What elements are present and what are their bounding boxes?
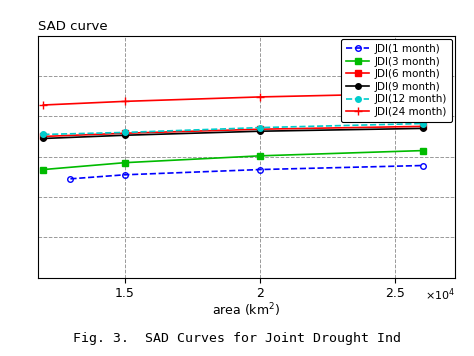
- JDI(24 month): [122, 99, 128, 104]
- JDI(9 month): [122, 133, 128, 137]
- Line: JDI(3 month): JDI(3 month): [41, 148, 425, 172]
- Line: JDI(12 month): JDI(12 month): [41, 121, 425, 137]
- JDI(3 month): [257, 154, 263, 158]
- JDI(1 month): [257, 167, 263, 172]
- Line: JDI(1 month): JDI(1 month): [68, 163, 425, 182]
- JDI(12 month): [419, 121, 425, 126]
- JDI(3 month): [122, 161, 128, 165]
- JDI(9 month): [419, 126, 425, 131]
- JDI(12 month): [257, 125, 263, 130]
- JDI(24 month): [257, 95, 263, 99]
- JDI(6 month): [419, 124, 425, 129]
- JDI(9 month): [40, 136, 46, 141]
- JDI(12 month): [122, 130, 128, 135]
- JDI(6 month): [40, 134, 46, 138]
- Line: JDI(9 month): JDI(9 month): [41, 126, 425, 141]
- JDI(1 month): [68, 177, 73, 181]
- JDI(24 month): [40, 103, 46, 107]
- Legend: JDI(1 month), JDI(3 month), JDI(6 month), JDI(9 month), JDI(12 month), JDI(24 mo: JDI(1 month), JDI(3 month), JDI(6 month)…: [341, 39, 452, 122]
- X-axis label: area (km$^2$): area (km$^2$): [212, 302, 281, 319]
- Line: JDI(24 month): JDI(24 month): [39, 89, 427, 109]
- JDI(12 month): [40, 132, 46, 137]
- JDI(3 month): [419, 148, 425, 153]
- Text: Fig. 3.  SAD Curves for Joint Drought Ind: Fig. 3. SAD Curves for Joint Drought Ind: [73, 332, 401, 345]
- JDI(6 month): [122, 131, 128, 135]
- JDI(24 month): [419, 91, 425, 95]
- JDI(9 month): [257, 129, 263, 134]
- JDI(1 month): [122, 173, 128, 177]
- Line: JDI(6 month): JDI(6 month): [41, 124, 425, 139]
- JDI(3 month): [40, 167, 46, 172]
- Text: SAD curve: SAD curve: [38, 20, 108, 33]
- JDI(1 month): [419, 163, 425, 168]
- JDI(6 month): [257, 127, 263, 131]
- Text: $\times 10^4$: $\times 10^4$: [425, 287, 455, 303]
